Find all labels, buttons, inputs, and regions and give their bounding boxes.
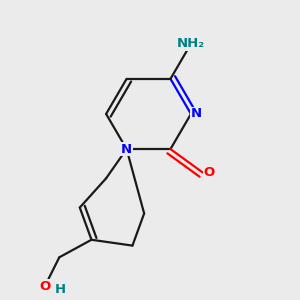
Text: N: N xyxy=(191,107,202,121)
Text: O: O xyxy=(39,280,50,293)
Text: O: O xyxy=(203,166,215,179)
Text: NH₂: NH₂ xyxy=(177,37,205,50)
Text: N: N xyxy=(121,142,132,156)
Text: H: H xyxy=(55,283,66,296)
